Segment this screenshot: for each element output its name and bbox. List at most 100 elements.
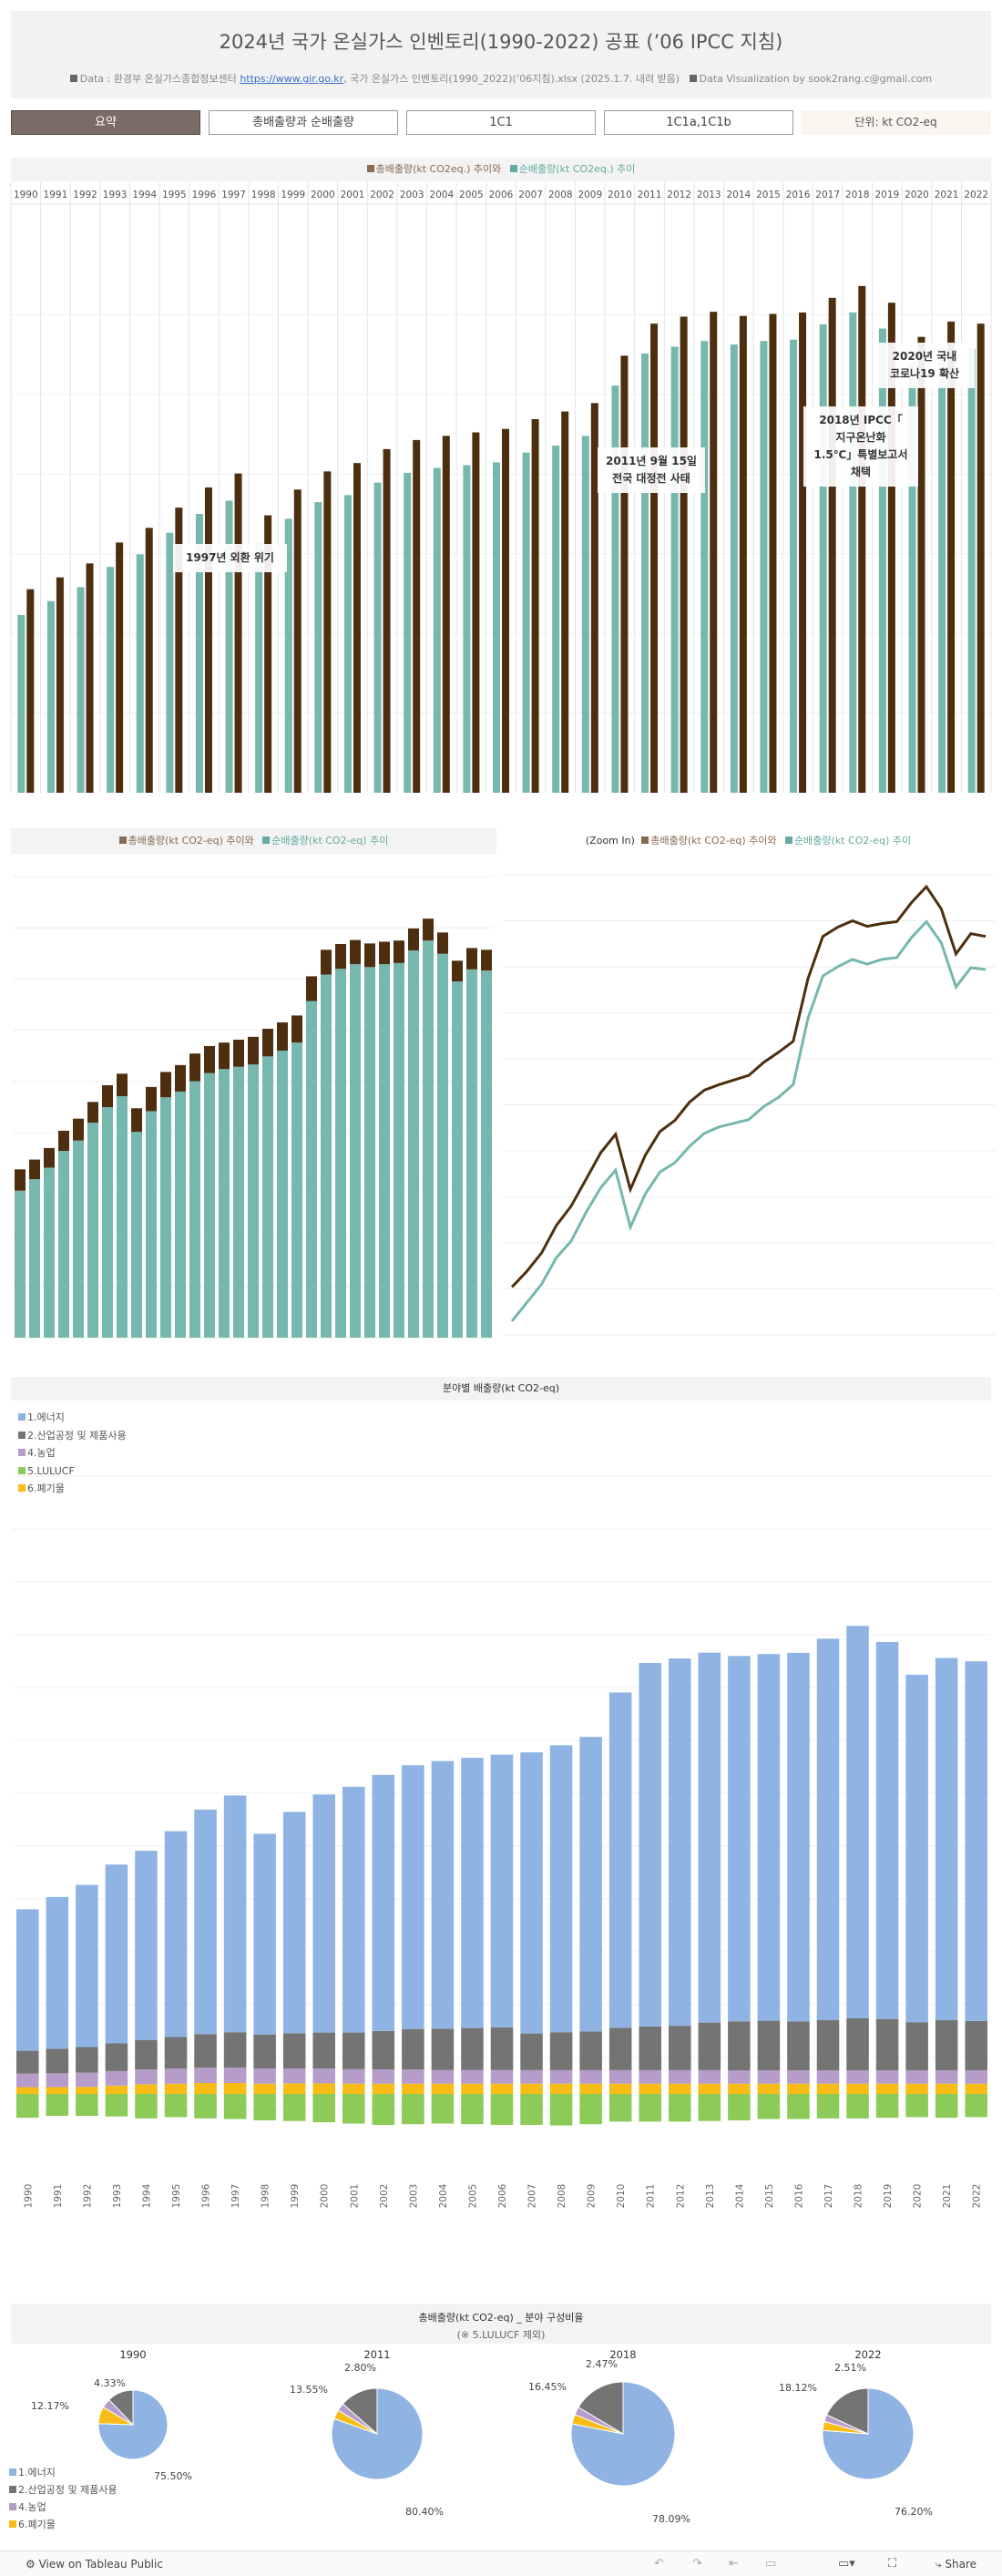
total-bar — [590, 403, 598, 793]
total-bar — [131, 1108, 142, 1133]
chart3-legend-zoom: (Zoom In) — [585, 835, 635, 847]
waste-bar — [549, 2083, 573, 2094]
agriculture-bar — [935, 2070, 958, 2084]
waste-bar — [757, 2083, 781, 2094]
source-link[interactable]: https://www.gir.go.kr — [240, 73, 344, 85]
chart3-legend-total: 총배출량(kt CO2-eq) 추이와 — [650, 835, 777, 847]
lulucf-bar — [343, 2094, 365, 2124]
legend-label: 6.폐기물 — [18, 2519, 56, 2530]
fullscreen-icon[interactable]: ⛶ — [888, 2557, 897, 2571]
waste-bar — [253, 2083, 276, 2094]
total-bar — [917, 336, 925, 793]
total-bar — [947, 321, 956, 793]
year-label: 2022 — [964, 190, 988, 200]
year-label: 2014 — [734, 2183, 745, 2208]
share-button[interactable]: ⤷ Share — [935, 2558, 976, 2571]
total-bar — [413, 439, 421, 793]
waste-bar — [223, 2082, 247, 2094]
annotation-2011: 2011년 9월 15일 전국 대정전 사태 — [598, 447, 705, 493]
view-on-tableau-link[interactable]: ⚙ View on Tableau Public — [26, 2558, 163, 2571]
net-bar — [404, 472, 412, 793]
industry-bar — [905, 2022, 928, 2071]
undo-icon[interactable]: ↶ — [654, 2557, 664, 2571]
pie-percent-label: 2.80% — [344, 2362, 376, 2374]
net-bar — [335, 969, 346, 1338]
net-bar — [364, 967, 375, 1338]
waste-bar — [875, 2083, 899, 2094]
year-label: 2001 — [341, 190, 365, 200]
energy-bar — [846, 1626, 869, 2018]
industry-bar — [282, 2033, 306, 2069]
legend-label: 6.폐기물 — [27, 1483, 65, 1494]
chart2-legend: 총배출량(kt CO2-eq) 추이와 순배출량(kt CO2-eq) 추이 — [11, 828, 496, 854]
year-label: 2017 — [815, 190, 840, 200]
year-label: 2006 — [489, 190, 514, 200]
year-label: 1996 — [192, 190, 217, 200]
waste-bar — [461, 2083, 484, 2094]
redo-icon[interactable]: ↷ — [692, 2557, 702, 2571]
year-label: 2001 — [349, 2184, 360, 2209]
total-bar — [264, 515, 272, 793]
industry-bar — [194, 2034, 217, 2068]
agriculture-bar — [105, 2070, 128, 2086]
energy-bar — [372, 1774, 395, 2031]
total-bar — [828, 297, 836, 794]
lulucf-bar — [312, 2094, 335, 2123]
net-bar — [423, 940, 434, 1338]
energy-bar — [431, 1760, 455, 2029]
year-label: 1999 — [281, 190, 305, 200]
pause-icon[interactable]: ▭ — [765, 2557, 777, 2571]
year-label: 2019 — [883, 2184, 894, 2209]
net-bar — [117, 1095, 128, 1338]
waste-swatch-icon — [18, 1484, 26, 1492]
annotation-2011-line: 전국 대정전 사태 — [612, 472, 690, 485]
pie-percent-label: 2.47% — [586, 2358, 618, 2370]
source-suffix: , 국가 온실가스 인벤토리(1990_2022)(’06지침).xlsx (2… — [343, 73, 680, 85]
agriculture-bar — [965, 2070, 987, 2084]
year-label: 2013 — [697, 190, 721, 200]
pie-percent-label: 2.51% — [834, 2362, 866, 2374]
total-bar — [15, 1169, 26, 1191]
total-bar — [248, 1036, 259, 1065]
industry-bar — [105, 2043, 128, 2071]
industry-bar — [669, 2026, 691, 2070]
total-bar — [423, 919, 434, 941]
legend-industry: 2.산업공정 및 제품사용 — [9, 2481, 118, 2499]
tab-1c1[interactable]: 1C1 — [406, 110, 596, 135]
annotation-2020-line: 2020년 국내 — [892, 350, 957, 363]
net-bar — [146, 1111, 157, 1338]
device-layout-icon[interactable]: ▭▾ — [838, 2557, 855, 2571]
lulucf-bar — [461, 2094, 484, 2125]
lulucf-bar — [402, 2094, 424, 2125]
total-bar — [29, 1159, 40, 1180]
energy-bar — [728, 1656, 751, 2022]
waste-bar — [16, 2087, 39, 2094]
net-bar — [136, 554, 144, 793]
agriculture-bar — [282, 2068, 306, 2084]
year-label: 2000 — [311, 190, 335, 200]
total-bar — [116, 542, 124, 793]
waste-swatch-icon — [9, 2520, 16, 2528]
bullet-icon — [69, 75, 77, 82]
tab-summary[interactable]: 요약 — [11, 110, 200, 135]
total-bar — [383, 448, 391, 793]
tab-1c1a-1c1b[interactable]: 1C1a,1C1b — [604, 110, 793, 135]
waste-bar — [816, 2083, 840, 2094]
net-bar — [262, 1056, 273, 1338]
energy-bar — [816, 1638, 840, 2021]
net-bar — [611, 385, 619, 793]
industry-bar — [402, 2028, 424, 2070]
waste-bar — [312, 2083, 335, 2094]
tab-total-net[interactable]: 총배출량과 순배출량 — [209, 110, 398, 135]
agriculture-bar — [16, 2073, 39, 2088]
net-bar — [225, 500, 233, 793]
net-bar — [73, 1140, 84, 1338]
lulucf-bar — [816, 2094, 840, 2119]
agriculture-bar — [253, 2068, 276, 2084]
industry-swatch-icon — [18, 1431, 26, 1439]
energy-bar — [787, 1652, 810, 2022]
revert-icon[interactable]: ⇤ — [729, 2557, 739, 2571]
agriculture-bar — [402, 2069, 424, 2084]
legend-waste: 6.폐기물 — [9, 2516, 118, 2533]
industry-bar — [431, 2028, 455, 2070]
